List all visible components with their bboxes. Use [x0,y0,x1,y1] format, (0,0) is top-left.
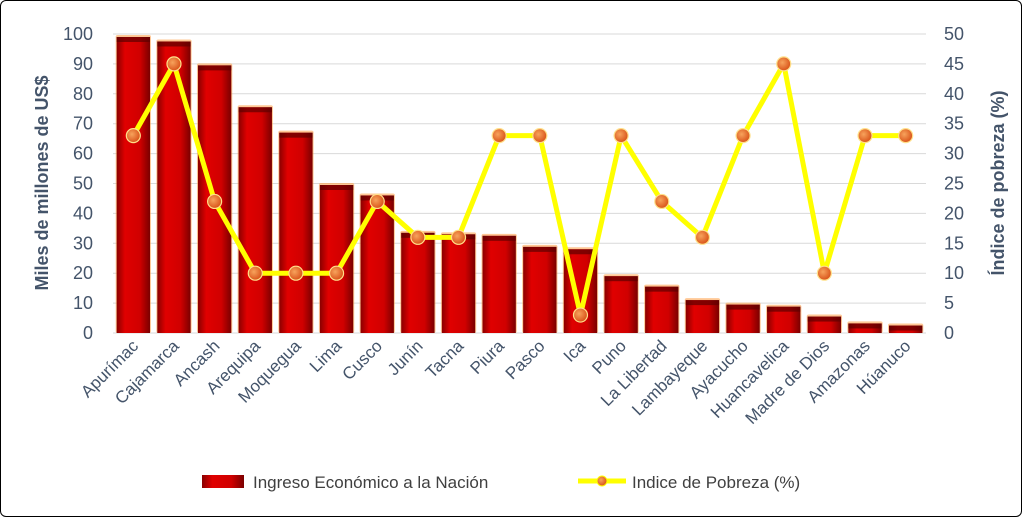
line-marker [572,307,589,323]
category-label: Junín [384,336,427,379]
legend-bar-label: Ingreso Económico a la Nación [253,473,488,492]
line-marker [450,229,467,245]
category-label: Cusco [339,336,387,384]
y2-tick-label: 10 [944,263,964,283]
bar [725,302,761,333]
line-marker [857,128,873,144]
line-marker [816,265,832,281]
y2-tick-label: 35 [944,114,964,134]
line-marker [776,56,792,72]
legend-line-label: Indice de Pobreza (%) [632,473,800,492]
category-label: Ica [560,336,590,366]
line-series [125,56,914,323]
line-marker [207,193,223,210]
y-tick-label: 10 [73,293,93,313]
y-tick-label: 70 [73,114,93,134]
bar-series [115,34,924,334]
bar [278,130,314,333]
bar [603,274,639,333]
y2-tick-label: 45 [944,54,964,74]
bar [481,233,517,333]
line-marker [491,128,507,144]
legend: Ingreso Económico a la Nación Indice de … [202,473,800,492]
legend-bar-swatch [202,475,244,488]
bar [318,182,355,333]
bar [644,284,680,333]
y-tick-label: 60 [73,144,93,164]
y2-tick-label: 15 [944,233,964,253]
y-tick-label: 30 [73,233,93,253]
gridlines [113,33,926,334]
bar [684,298,721,333]
bar [400,230,436,333]
bar [156,39,192,333]
line-marker [694,229,711,245]
y2-tick-label: 40 [944,84,964,104]
bar [847,321,883,333]
y2-tick-label: 5 [944,293,954,313]
bar [359,193,395,333]
line-marker [125,128,141,144]
line-marker [247,265,263,281]
y-tick-label: 100 [63,24,93,44]
bar [522,244,558,333]
y2-tick-label: 30 [944,144,964,164]
bar [888,323,924,333]
category-label: Piura [467,336,509,378]
legend-line-marker [596,475,608,487]
y2-tick-label: 20 [944,203,964,223]
bar [766,304,802,333]
y-tick-label: 50 [73,174,93,194]
category-label: Pasco [502,336,549,383]
left-axis-ticks: 0 10 20 30 40 50 60 70 80 90 100 [63,24,93,343]
y-tick-label: 40 [73,203,93,223]
y-tick-label: 20 [73,263,93,283]
line-marker [410,229,426,245]
line-marker [166,56,182,72]
y2-axis-title: Índice de pobreza (%) [987,90,1008,275]
line-marker [369,193,385,210]
line-marker [328,265,345,281]
y-tick-label: 0 [83,323,93,343]
line-marker [613,128,629,144]
bar [440,232,477,333]
bar [806,314,843,333]
y-tick-label: 90 [73,54,93,74]
line-marker [898,128,914,144]
y-axis-title: Miles de millones de US$ [32,75,52,290]
bar [237,105,273,333]
line-marker [654,193,670,210]
line-marker [532,128,548,144]
y2-tick-label: 0 [944,323,954,343]
y2-tick-label: 25 [944,174,964,194]
y2-tick-label: 50 [944,24,964,44]
line-marker [735,128,751,144]
line-marker [288,265,304,281]
bar [115,34,151,334]
y-tick-label: 80 [73,84,93,104]
right-axis-ticks: 0 5 10 15 20 25 30 35 40 45 50 [944,24,964,343]
category-label: Tacna [422,336,468,382]
